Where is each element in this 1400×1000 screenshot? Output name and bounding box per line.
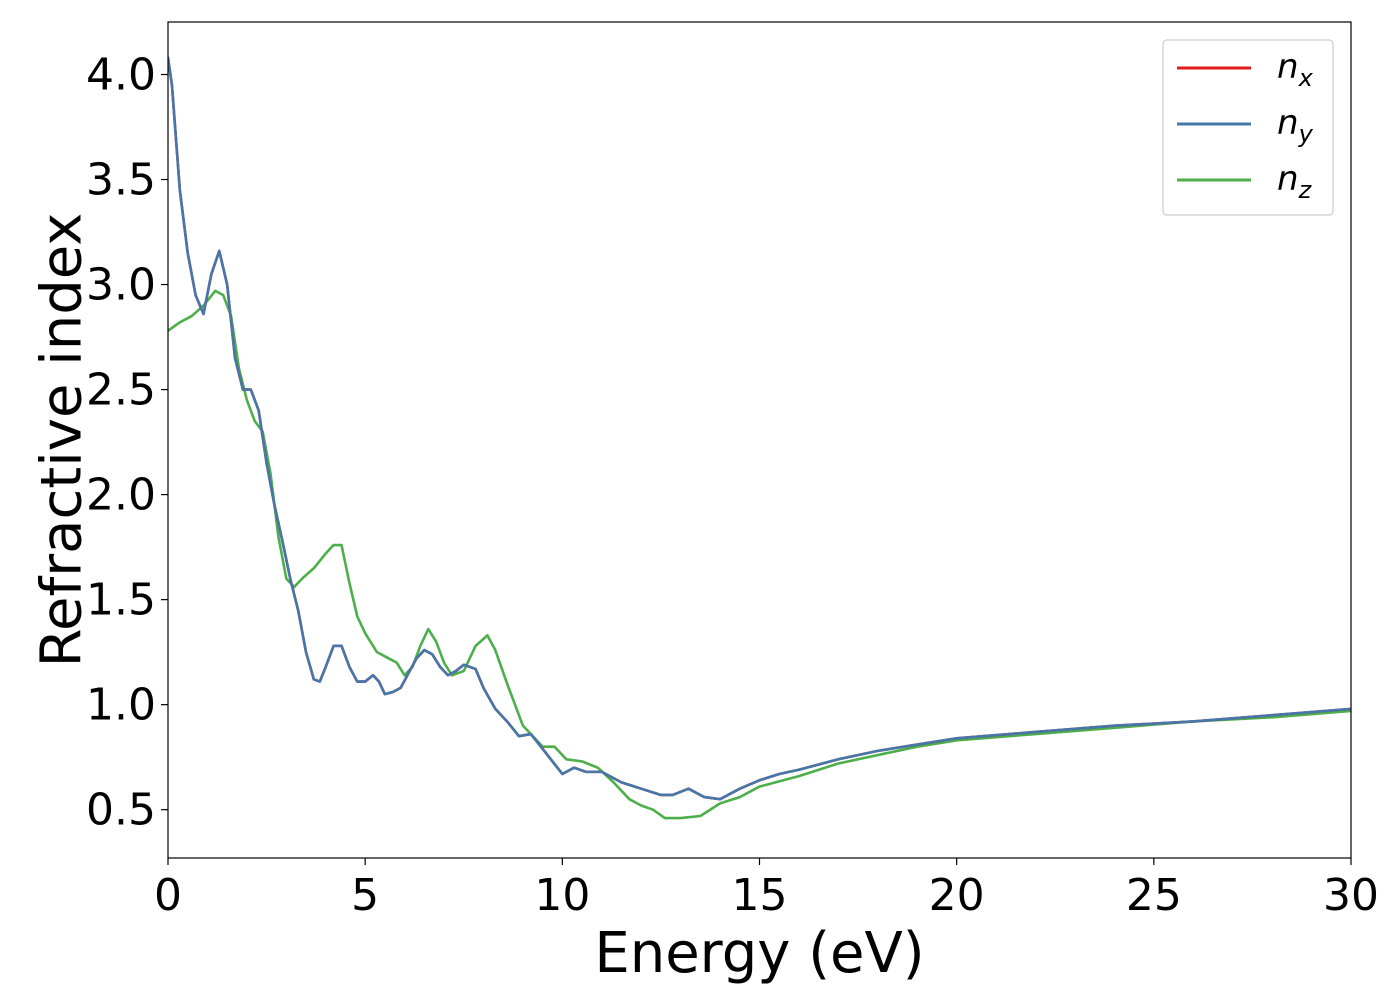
y-tick-label: 1.5 xyxy=(86,575,156,626)
x-tick-label: 30 xyxy=(1323,870,1379,921)
y-tick-label: 3.0 xyxy=(86,260,156,311)
legend-label-base: n xyxy=(1277,103,1299,143)
legend-box xyxy=(1162,39,1334,216)
y-tick-label: 2.5 xyxy=(86,365,156,416)
x-axis-label: Energy (eV) xyxy=(594,921,924,986)
tick-layer: 0 5 10 15 20 25 30 0.5 1.0 1.5 2.0 2.5 3.0 3.5 4.0 xyxy=(86,50,1379,921)
x-tick-label: 25 xyxy=(1126,870,1182,921)
series-line-y xyxy=(168,56,1351,801)
x-tick-label: 10 xyxy=(534,870,590,921)
legend-label-base: n xyxy=(1277,47,1299,87)
legend-label-x: nx xyxy=(1277,47,1314,92)
series-layer xyxy=(168,56,1351,820)
y-tick-label: 2.0 xyxy=(86,470,156,521)
legend-label-base: n xyxy=(1277,159,1299,199)
y-tick-label: 3.5 xyxy=(86,155,156,206)
y-tick-label: 0.5 xyxy=(86,785,156,836)
legend-label-subscript: z xyxy=(1298,176,1313,204)
legend-label-y: ny xyxy=(1277,103,1314,148)
series-line-z xyxy=(168,289,1351,820)
x-tick-label: 0 xyxy=(154,870,182,921)
legend-label-subscript: x xyxy=(1298,64,1314,92)
legend-label-z: nz xyxy=(1277,159,1313,204)
x-tick-label: 5 xyxy=(351,870,379,921)
legend-label-subscript: y xyxy=(1298,120,1314,148)
y-tick-label: 1.0 xyxy=(86,680,156,731)
y-axis-label: Refractive index xyxy=(30,213,95,668)
x-tick-label: 15 xyxy=(732,870,788,921)
x-tick-label: 20 xyxy=(929,870,985,921)
y-tick-label: 4.0 xyxy=(86,50,156,101)
